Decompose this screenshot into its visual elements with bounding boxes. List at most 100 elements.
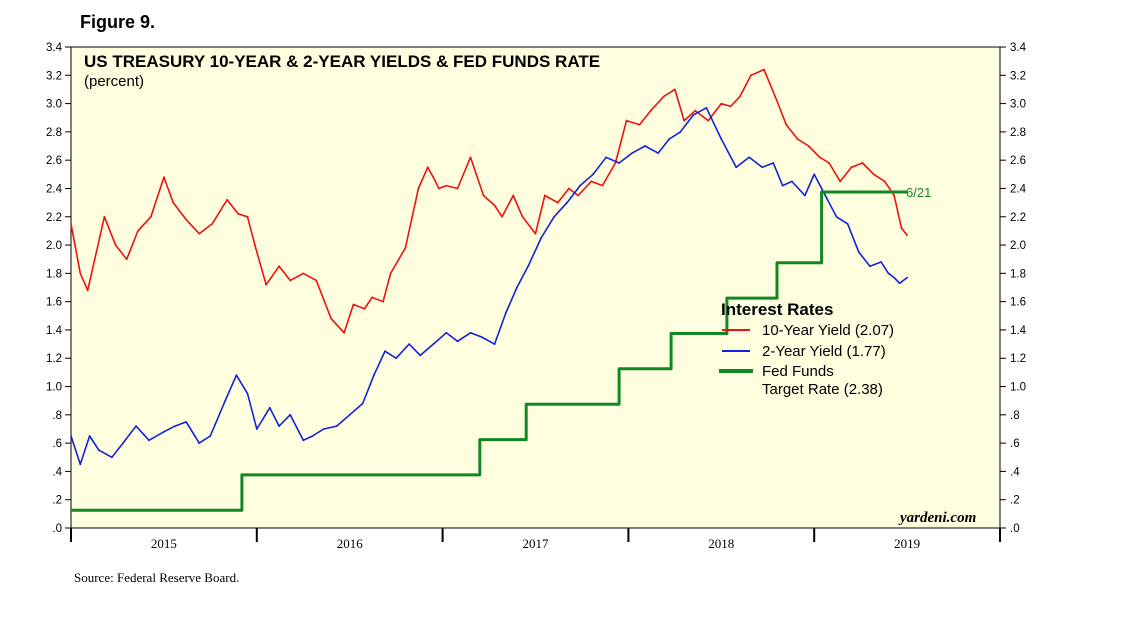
data-point-two-year [419,354,422,357]
data-point-ten-year [729,105,732,108]
x-tick-label: 2016 [337,536,364,551]
data-point-ten-year [136,230,139,232]
axis-group: .0 .0 .2 .2 .4 .4 .6 .6 .8 .8 1.0 1.0 1.2 1.2 1.4 1.4 1.… [46,42,1027,551]
y-tick-label-right: 3.4 [1010,42,1027,54]
data-point-two-year [246,392,249,395]
data-point-ten-year [828,162,830,164]
y-tick-label-left: .4 [52,466,62,478]
data-point-ten-year [265,283,267,286]
data-point-ten-year [807,145,810,147]
data-point-two-year [289,413,292,416]
data-point-two-year [720,138,723,140]
data-point-ten-year [720,102,723,105]
data-point-ten-year [614,162,617,164]
x-tick-label: 2017 [523,536,550,551]
data-point-two-year [97,449,100,452]
data-point-two-year [445,331,448,334]
y-tick-label-right: 2.0 [1010,240,1026,252]
legend: Interest Rates 10-Year Yield (2.07) 2-Ye… [719,300,894,398]
data-point-two-year [566,201,568,204]
data-point-ten-year [437,187,440,190]
data-point-two-year [761,166,764,169]
data-point-ten-year [226,198,228,201]
brand-watermark: yardeni.com [898,510,976,526]
data-point-two-year [791,180,793,183]
data-point-ten-year [343,331,346,334]
data-point-ten-year [796,138,799,140]
data-point-ten-year [638,123,641,126]
chart-subtitle: (percent) [84,73,144,90]
data-point-ten-year [79,272,82,275]
data-point-two-year [893,276,895,279]
data-point-two-year [209,435,212,437]
y-tick-label-right: .2 [1010,495,1020,507]
y-tick-label-right: 2.4 [1010,183,1027,195]
data-point-ten-year [683,119,686,122]
data-point-two-year [384,350,386,353]
data-point-two-year [70,435,72,437]
data-point-two-year [302,439,305,442]
data-point-two-year [553,215,555,218]
data-point-two-year [408,343,411,345]
data-point-ten-year [289,279,292,282]
y-tick-label-left: 1.8 [46,268,62,280]
source-note: Source: Federal Reserve Board. [74,570,240,585]
y-tick-label-right: 1.0 [1010,382,1026,394]
data-point-ten-year [501,215,503,218]
data-point-two-year [592,173,594,176]
data-point-two-year [579,184,581,187]
data-point-ten-year [493,204,496,207]
y-tick-label-left: .6 [52,438,62,450]
data-point-two-year [268,406,271,409]
y-tick-label-right: 2.6 [1010,155,1026,167]
data-point-two-year [668,138,671,140]
y-tick-label-left: 2.4 [46,183,63,195]
data-point-ten-year [750,74,752,77]
data-point-ten-year [763,68,765,71]
data-point-ten-year [482,194,485,197]
data-point-ten-year [103,215,106,218]
data-point-two-year [887,272,890,275]
data-point-two-year [657,152,660,155]
data-point-ten-year [534,232,537,235]
data-point-two-year [605,156,608,159]
data-point-ten-year [850,166,853,169]
data-point-ten-year [315,279,318,282]
y-tick-label-right: .0 [1010,523,1020,535]
data-point-ten-year [590,180,593,183]
y-tick-label-left: 2.0 [46,240,62,252]
data-point-ten-year [774,95,777,98]
data-point-ten-year [445,184,448,187]
x-tick-label: 2018 [708,536,734,551]
data-point-two-year [174,425,176,428]
plot-background [70,46,1001,529]
y-tick-label-right: .6 [1010,438,1020,450]
data-point-ten-year [469,156,472,159]
data-point-two-year [235,374,238,377]
data-point-ten-year [389,272,392,275]
legend-label-10-year: 10-Year Yield (2.07) [762,322,894,339]
data-point-ten-year [872,173,875,176]
data-point-two-year [110,456,113,459]
x-tick-label: 2015 [151,536,177,551]
data-point-ten-year [673,88,676,91]
data-point-two-year [804,194,806,197]
series-group [70,68,908,512]
data-point-two-year [311,435,314,437]
data-point-ten-year [149,215,152,218]
y-tick-label-right: .4 [1010,466,1020,478]
legend-title: Interest Rates [721,300,833,319]
data-point-ten-year [237,213,240,215]
data-point-two-year [631,152,634,155]
y-tick-label-left: 3.2 [46,70,62,82]
data-point-ten-year [625,119,628,122]
data-point-ten-year [426,166,429,169]
y-tick-label-left: .0 [52,523,62,535]
data-point-two-year [504,312,507,314]
data-point-two-year [813,173,816,176]
data-point-ten-year [883,180,886,183]
data-point-ten-year [738,95,741,98]
data-point-two-year [163,430,165,433]
data-point-two-year [322,428,325,430]
y-tick-label-right: 1.6 [1010,297,1026,309]
